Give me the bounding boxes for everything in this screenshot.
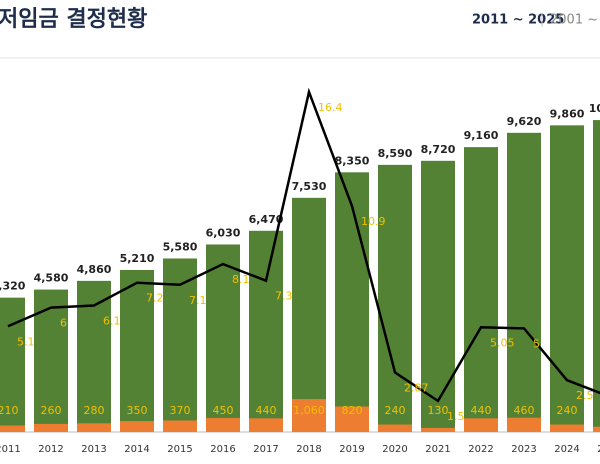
wage-bar [464,147,498,432]
wage-bar [378,164,412,432]
increase-label: 820 [342,404,363,417]
increase-bar [378,424,412,432]
wage-bar [335,172,369,432]
range-tab[interactable]: 2001 ~ 20 [550,13,600,28]
x-tick-label: 2017 [253,444,278,455]
x-tick-label: 2014 [124,444,149,455]
rate-label: 1.5 [447,410,465,423]
wage-label: 5,580 [163,240,198,253]
increase-bar [0,425,25,432]
wage-bar [206,244,240,432]
rate-label: 7.3 [275,290,293,303]
rate-label: 6 [60,317,67,330]
wage-bar [507,132,541,432]
wage-label: 10,030 [589,102,600,115]
x-tick-label: 2019 [339,444,364,455]
wage-bar [163,258,197,432]
page-title: 저임금 결정현황 [0,7,147,32]
wage-label: 4,860 [77,263,112,276]
wage-bar [249,230,283,432]
wage-label: 8,590 [378,147,413,160]
increase-bar [550,424,584,432]
x-tick-label: 2024 [554,444,579,455]
rate-line [7,87,600,403]
wage-bar [421,160,455,433]
rate-label: 7.1 [189,294,207,307]
x-tick-label: 2016 [210,444,235,455]
increase-label: 280 [84,404,105,417]
increase-label: 370 [170,404,191,417]
rate-label: 8.1 [232,273,250,286]
wage-label: 9,860 [550,107,585,120]
wage-label: 4,320 [0,280,26,293]
wage-label: 6,470 [249,213,284,226]
increase-bar [77,423,111,432]
rate-label: 16.4 [318,101,343,114]
x-tick-label: 2013 [81,444,106,455]
increase-label: 350 [127,404,148,417]
x-tick-label: 2022 [468,444,493,455]
rate-label: 10.9 [361,215,386,228]
increase-bar [249,418,283,432]
wage-bar [120,269,154,432]
x-tick-label: 2025 [597,444,600,455]
wage-label: 8,720 [421,143,456,156]
x-tick-label: 2020 [382,444,407,455]
wage-bar [593,120,600,432]
rate-label: 2.87 [404,381,429,394]
increase-label: 130 [428,404,449,417]
wage-label: 4,580 [34,272,69,285]
increase-label: 460 [514,404,535,417]
rate-label: 7.2 [146,292,164,305]
rate-label: 6.1 [103,315,121,328]
increase-bar [507,417,541,432]
wage-label: 8,350 [335,154,370,167]
increase-label: 1,060 [293,404,325,417]
increase-label: 240 [385,404,406,417]
increase-bar [464,418,498,432]
wage-label: 6,030 [206,226,241,239]
x-tick-label: 2011 [0,444,21,455]
rate-label: 5.05 [490,336,515,349]
increase-label: 440 [471,404,492,417]
wage-bar [292,197,326,432]
increase-bar [34,423,68,432]
wage-label: 5,210 [120,252,155,265]
increase-bar [206,418,240,432]
rate-label: 2.5 [576,389,594,402]
rate-label: 5 [533,337,540,350]
range-tab[interactable]: 2011 ~ 2025 [472,13,564,28]
wage-label: 9,620 [507,115,542,128]
increase-bar [120,421,154,432]
wage-label: 9,160 [464,129,499,142]
increase-label: 440 [256,404,277,417]
increase-bar [421,427,455,432]
x-tick-label: 2021 [425,444,450,455]
increase-bar [163,420,197,432]
increase-bar [335,406,369,432]
x-tick-label: 2012 [38,444,63,455]
wage-label: 7,530 [292,180,327,193]
increase-label: 210 [0,404,19,417]
x-tick-label: 2018 [296,444,321,455]
increase-bar [292,399,326,432]
increase-label: 240 [557,404,578,417]
x-tick-label: 2015 [167,444,192,455]
x-tick-label: 2023 [511,444,536,455]
increase-label: 260 [41,404,62,417]
rate-label: 5.1 [17,335,35,348]
increase-label: 450 [213,404,234,417]
increase-bar [593,426,600,432]
